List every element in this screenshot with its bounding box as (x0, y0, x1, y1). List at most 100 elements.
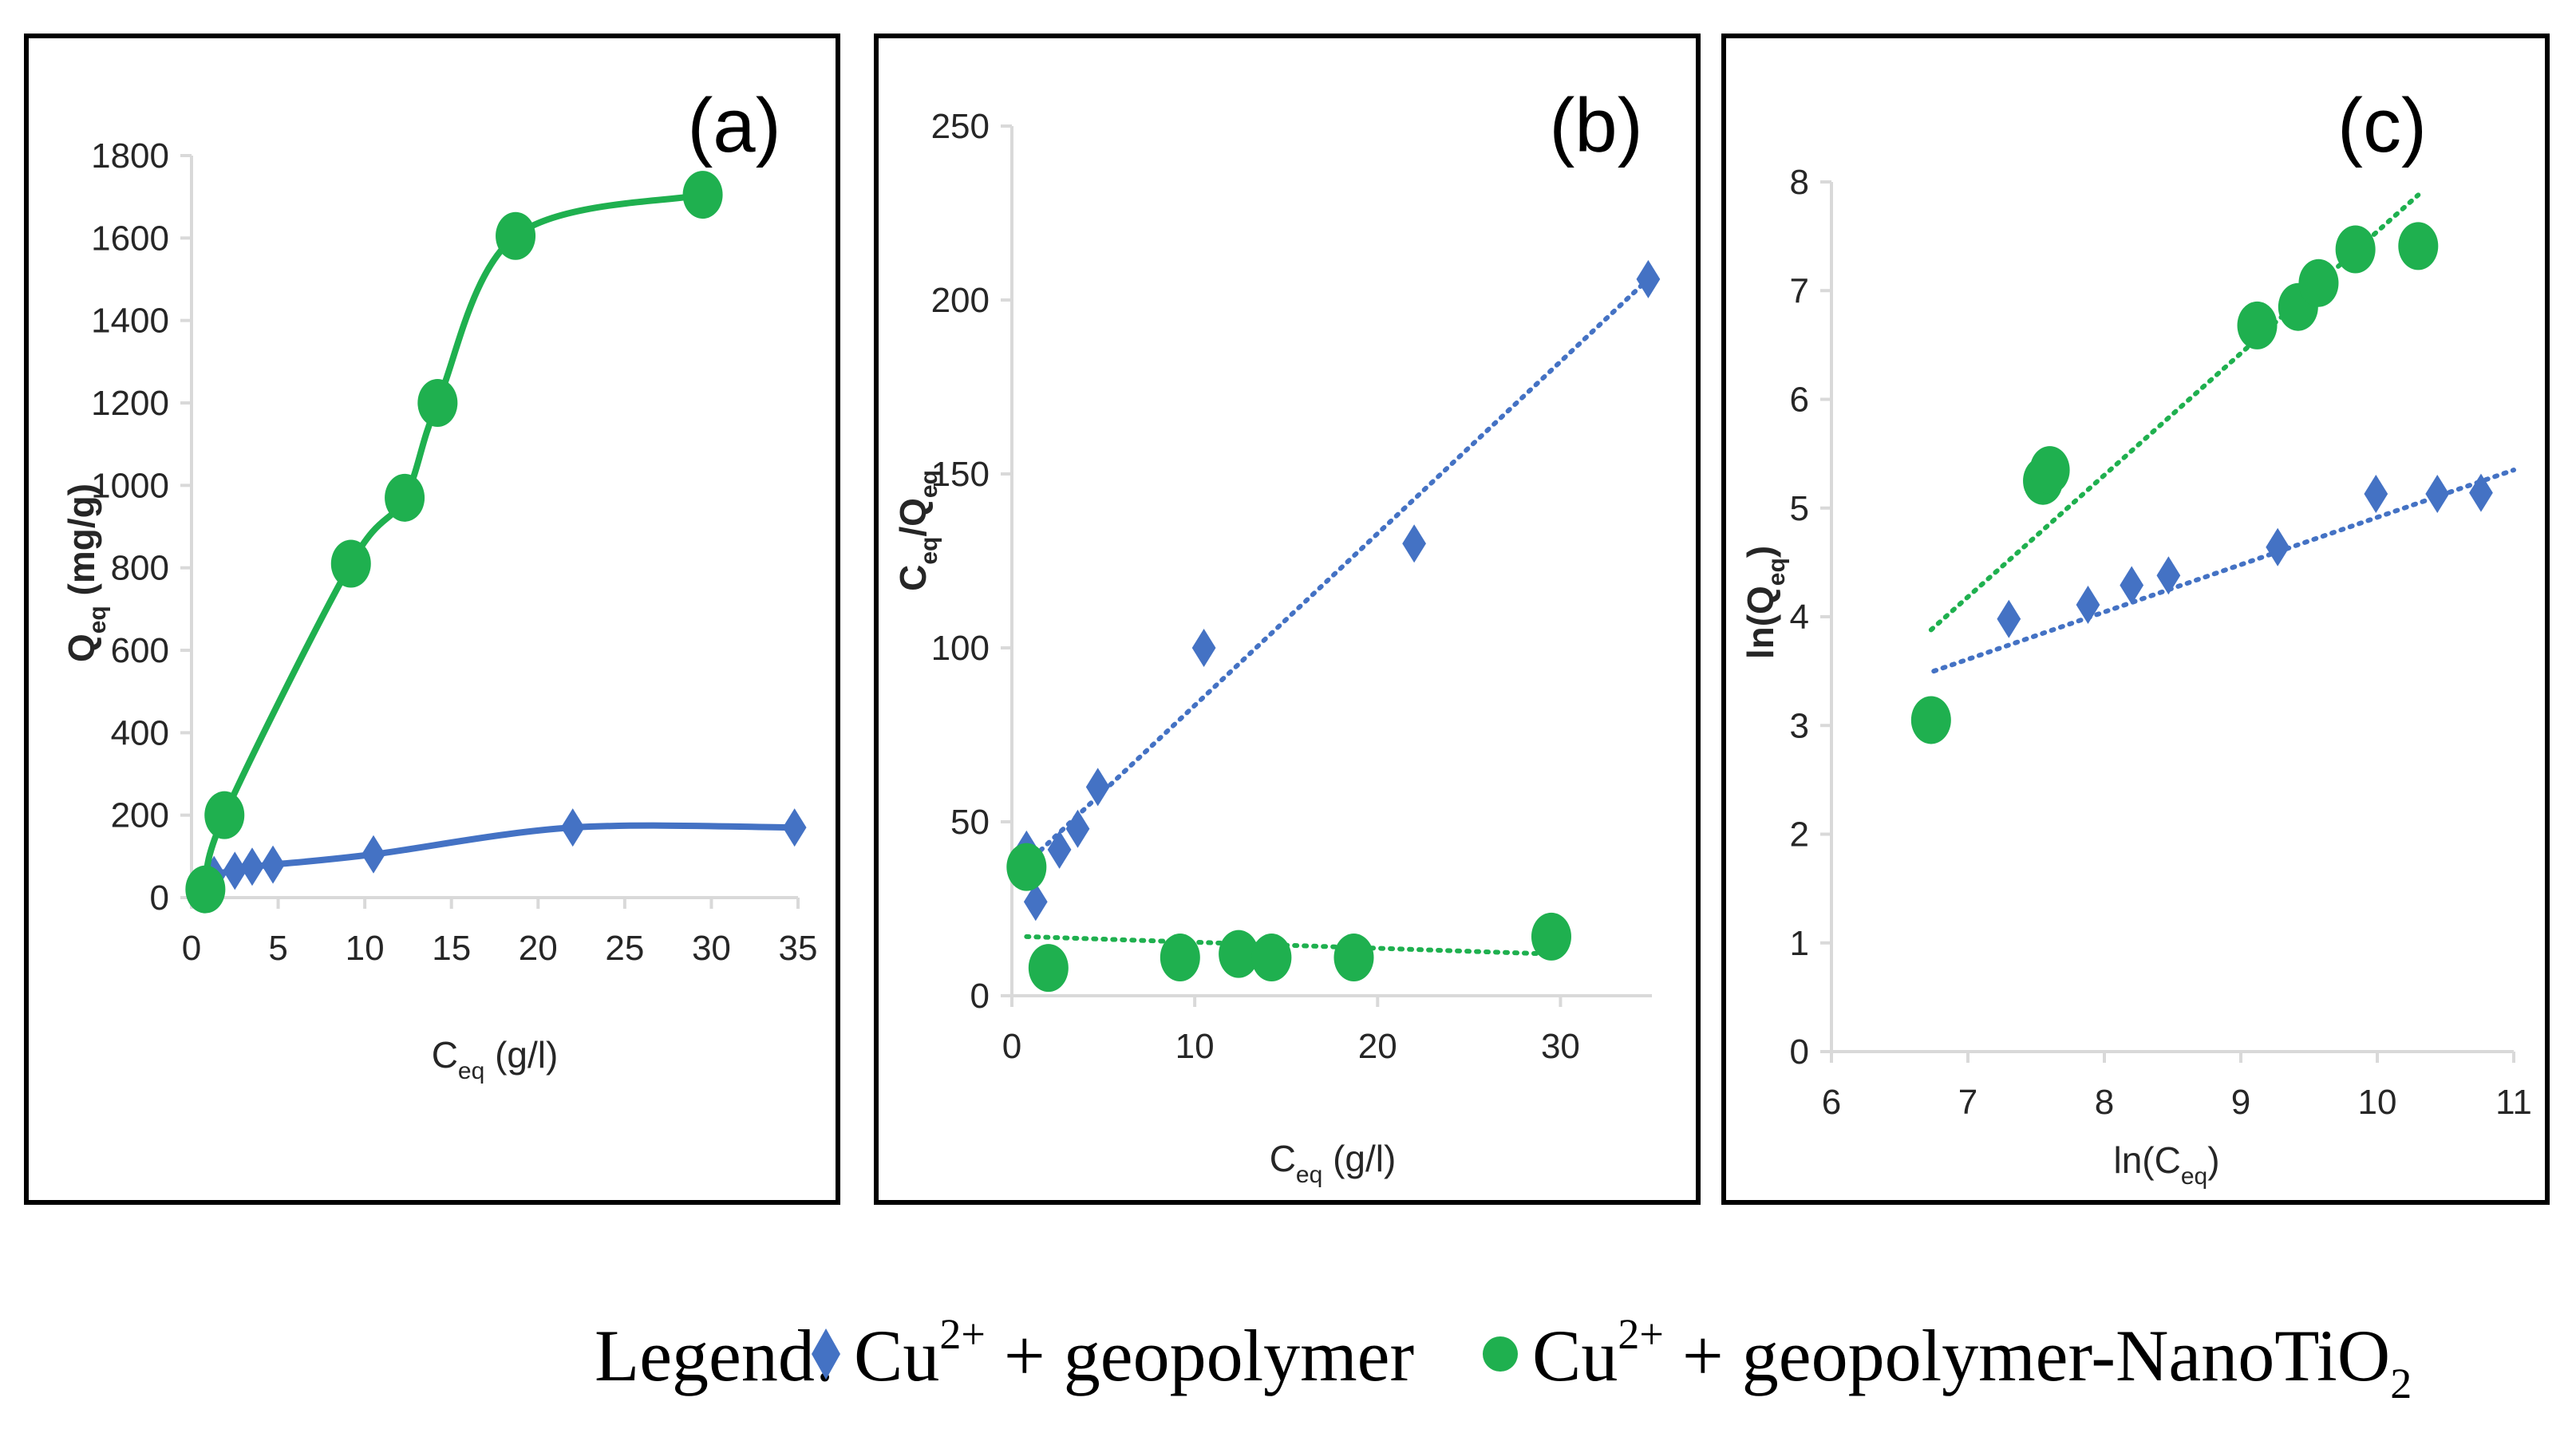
x-tick-label-b: 0 (1002, 1027, 1021, 1066)
panel-c-xlabel: ln(Ceq) (2113, 1139, 2219, 1190)
data-point-c-s1-6 (2335, 225, 2376, 274)
y-tick-label-a: 0 (150, 878, 169, 918)
data-point-c-s0-3 (2156, 556, 2181, 595)
panel-b-ylabel: Ceq/Qeq (892, 470, 942, 591)
trendline-b-1 (1024, 934, 1554, 957)
data-point-c-s1-3 (2237, 301, 2278, 349)
data-point-b-s1-1 (1028, 944, 1069, 993)
trendline-b-0 (1024, 276, 1651, 866)
x-tick-label-c: 9 (2231, 1083, 2250, 1122)
legend-diamond-icon (812, 1328, 840, 1380)
x-tick-label-a: 35 (779, 929, 818, 968)
y-tick-label-c: 3 (1790, 706, 1809, 745)
x-tick-label-a: 20 (519, 929, 558, 968)
data-point-b-s1-6 (1531, 912, 1571, 961)
y-tick-label-c: 8 (1790, 163, 1809, 202)
x-tick-label-c: 11 (2495, 1083, 2532, 1122)
data-point-c-s0-4 (2266, 527, 2290, 566)
data-point-c-s0-0 (1997, 599, 2021, 638)
data-point-a-s1-3 (385, 473, 425, 522)
y-tick-label-a: 600 (111, 631, 169, 670)
y-tick-label-a: 1000 (91, 466, 169, 505)
data-point-c-s1-2 (2029, 446, 2070, 495)
y-tick-label-c: 2 (1790, 815, 1809, 855)
data-point-b-s0-4 (1085, 768, 1110, 807)
y-tick-label-a: 800 (111, 549, 169, 588)
panel-c-label: (c) (2337, 83, 2427, 168)
data-point-a-s0-2 (223, 851, 247, 890)
data-point-b-s1-2 (1160, 934, 1200, 982)
data-point-b-s0-5 (1191, 629, 1216, 667)
y-tick-label-c: 7 (1790, 271, 1809, 310)
data-point-b-s1-0 (1006, 843, 1047, 891)
plot-a: 0 5 10 15 20 25 30 35 0 200 400 600 800 1000 1200 1400 1… (91, 136, 817, 968)
y-tick-label-c: 1 (1790, 924, 1809, 963)
panel-b-xlabel: Ceq (g/l) (1270, 1138, 1397, 1188)
panel-a-frame (24, 34, 840, 1205)
data-point-b-s0-6 (1402, 524, 1426, 563)
data-point-a-s0-5 (362, 835, 385, 874)
y-tick-label-b: 50 (950, 803, 990, 842)
panel-b: 0 10 20 30 0 50 100 150 200 250 (b) Ceq (g/l) Ceq… (874, 34, 1701, 1205)
y-tick-label-b: 0 (970, 977, 990, 1016)
y-tick-label-c: 6 (1790, 381, 1809, 420)
data-point-a-s1-4 (417, 379, 458, 427)
data-point-a-s0-3 (240, 847, 264, 886)
data-point-b-s1-4 (1251, 934, 1292, 982)
y-tick-label-c: 4 (1790, 598, 1809, 637)
panel-c: 6 7 8 9 10 11 0 1 2 3 4 5 6 7 8 (c) ln(Ceq) ln(Qeq) (1721, 34, 2550, 1205)
x-tick-label-b: 20 (1358, 1027, 1397, 1066)
y-tick-label-b: 100 (931, 629, 990, 668)
data-point-b-s0-3 (1065, 809, 1090, 848)
x-tick-label-a: 25 (605, 929, 644, 968)
data-point-b-s0-2 (1047, 830, 1072, 869)
data-point-b-s0-1 (1023, 882, 1048, 922)
panel-a: 0 5 10 15 20 25 30 35 0 200 400 600 800 1000 1200 1400 1… (24, 34, 840, 1205)
x-tick-label-a: 30 (692, 929, 731, 968)
plot-c: 6 7 8 9 10 11 0 1 2 3 4 5 6 7 8 (1790, 163, 2532, 1122)
legend-series1-label: Cu2+ + geopolymer (854, 1310, 1414, 1396)
y-tick-label-a: 200 (111, 796, 169, 835)
y-tick-label-a: 1600 (91, 219, 169, 258)
y-tick-label-a: 1200 (91, 384, 169, 423)
data-point-a-s0-4 (261, 845, 285, 884)
data-point-a-s1-1 (204, 791, 245, 839)
y-tick-label-a: 1400 (91, 302, 169, 341)
y-tick-label-b: 150 (931, 455, 990, 494)
x-tick-label-c: 8 (2095, 1083, 2114, 1122)
x-tick-label-c: 6 (1822, 1083, 1841, 1122)
x-tick-label-c: 10 (2358, 1083, 2397, 1122)
data-point-c-s1-7 (2398, 222, 2439, 270)
panel-c-frame (1721, 34, 2550, 1205)
x-tick-label-b: 30 (1541, 1027, 1580, 1066)
data-point-c-s0-5 (2364, 475, 2388, 514)
x-tick-label-b: 10 (1175, 1027, 1215, 1066)
x-tick-label-a: 5 (268, 929, 287, 968)
y-tick-label-c: 0 (1790, 1032, 1809, 1072)
data-point-c-s0-6 (2425, 475, 2450, 514)
x-tick-label-a: 15 (432, 929, 471, 968)
data-point-b-s0-7 (1636, 259, 1661, 298)
plot-b: 0 10 20 30 0 50 100 150 200 250 (931, 107, 1661, 1066)
y-tick-label-a: 1800 (91, 136, 169, 176)
data-point-b-s1-5 (1333, 934, 1374, 982)
data-point-a-s1-5 (496, 211, 536, 260)
x-tick-label-a: 10 (346, 929, 385, 968)
data-point-c-s1-0 (1910, 696, 1951, 744)
legend-series2-label: Cu2+ + geopolymer-NanoTiO2 (1532, 1310, 2412, 1407)
trendline-c-1 (1928, 192, 2421, 633)
panel-b-label: (b) (1549, 83, 1642, 168)
data-point-c-s0-1 (2076, 586, 2100, 625)
y-tick-label-b: 200 (931, 281, 990, 320)
data-point-a-s0-6 (560, 808, 585, 847)
data-point-a-s0-7 (782, 808, 807, 847)
panel-c-ylabel: ln(Qeq) (1740, 546, 1790, 659)
data-point-a-s1-0 (185, 865, 226, 914)
data-point-c-s1-5 (2298, 259, 2339, 307)
legend-title: Legend: (595, 1315, 835, 1396)
x-tick-label-c: 7 (1958, 1083, 1977, 1122)
y-tick-label-c: 5 (1790, 489, 1809, 528)
data-point-a-s1-6 (682, 171, 723, 219)
trendline-c-0 (1931, 468, 2516, 674)
